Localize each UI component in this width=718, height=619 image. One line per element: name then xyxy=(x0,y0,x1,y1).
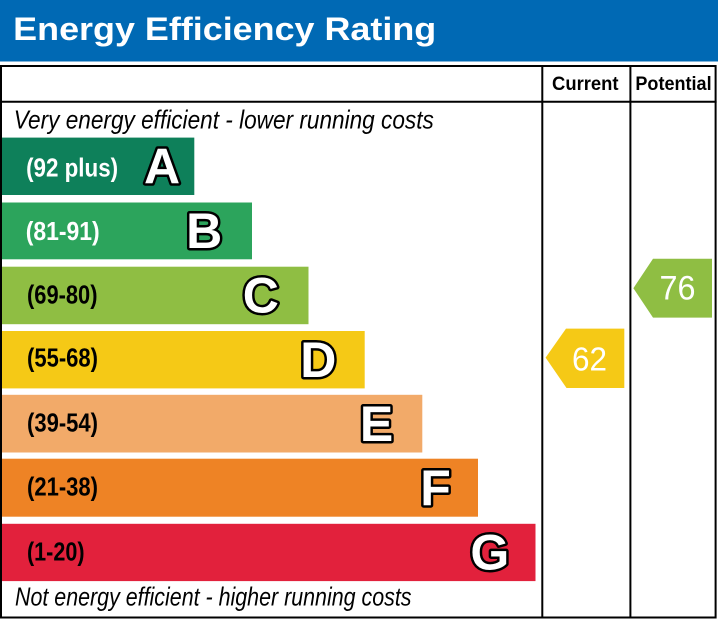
svg-text:62: 62 xyxy=(572,340,607,377)
svg-text:F: F xyxy=(420,460,451,516)
svg-text:(92 plus): (92 plus) xyxy=(26,153,118,183)
svg-text:76: 76 xyxy=(660,269,696,307)
svg-text:Current: Current xyxy=(552,73,619,95)
svg-text:(81-91): (81-91) xyxy=(26,216,100,246)
svg-text:(1-20): (1-20) xyxy=(27,536,85,566)
svg-text:E: E xyxy=(360,396,393,452)
svg-text:Energy Efficiency Rating: Energy Efficiency Rating xyxy=(13,10,436,47)
svg-text:C: C xyxy=(243,268,279,324)
svg-text:Not energy efficient - higher: Not energy efficient - higher running co… xyxy=(15,582,412,612)
svg-text:G: G xyxy=(470,525,509,581)
svg-text:D: D xyxy=(300,332,336,388)
svg-text:(55-68): (55-68) xyxy=(27,343,98,373)
svg-text:B: B xyxy=(186,203,222,259)
svg-text:Very energy efficient - lower: Very energy efficient - lower running co… xyxy=(14,105,434,135)
svg-text:Potential: Potential xyxy=(635,73,711,95)
svg-text:(21-38): (21-38) xyxy=(27,472,98,502)
svg-text:(39-54): (39-54) xyxy=(27,408,98,438)
svg-text:A: A xyxy=(144,139,180,195)
svg-text:(69-80): (69-80) xyxy=(27,280,98,310)
